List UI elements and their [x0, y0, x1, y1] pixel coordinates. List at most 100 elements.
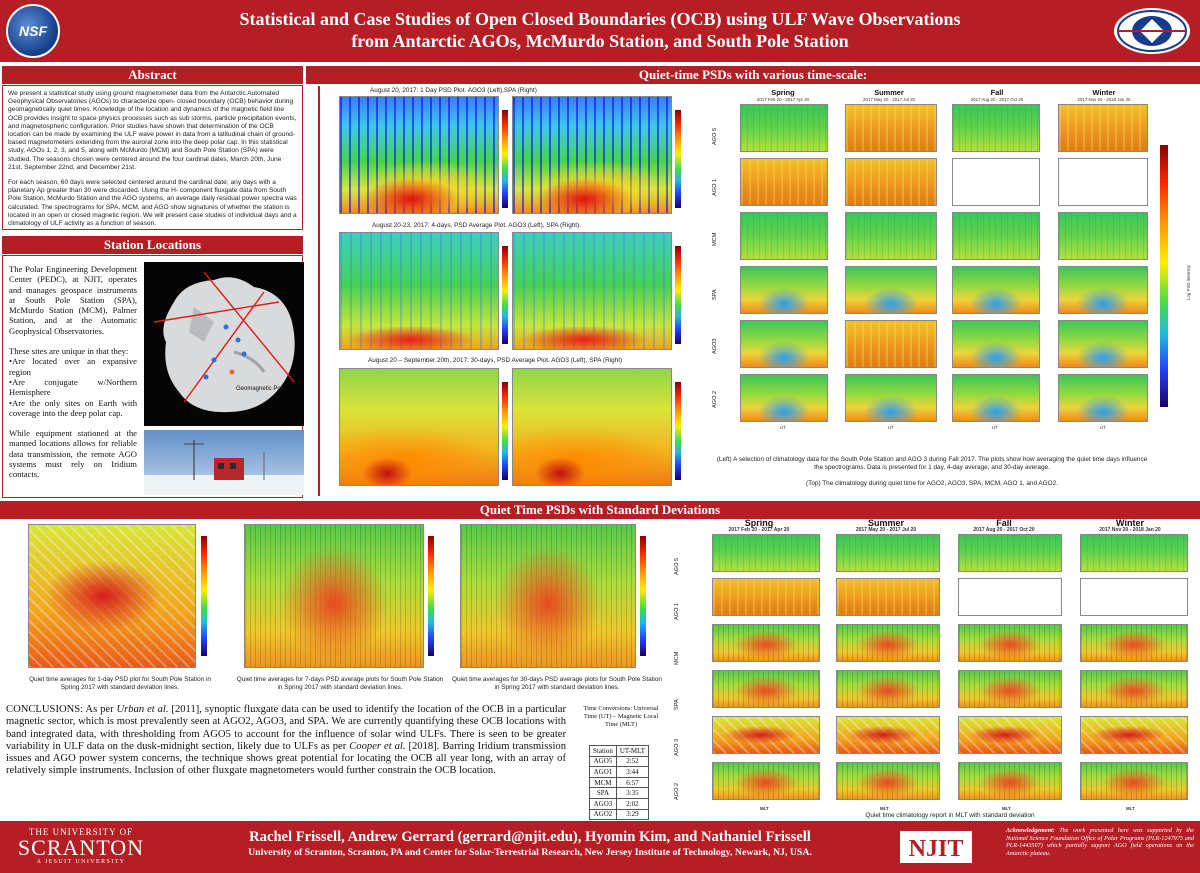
colorbar: [675, 110, 681, 208]
table-header-row: Station UT-MLT: [589, 745, 650, 757]
time-conversions-title: Time Conversions: Universal Time (UT) – …: [583, 705, 659, 728]
std-caption-2: Quiet time averages for 7-days PSD avera…: [236, 676, 444, 691]
clim-cell-spring-mcm: [740, 212, 828, 260]
mlt-cell-summer-ago1: [836, 578, 940, 616]
row-label: SPA: [712, 289, 718, 300]
season-range: 2017 Aug 20 - 2017 Oct 20: [970, 97, 1024, 102]
offset-cell: 3:44: [615, 766, 650, 778]
season-fall: Fall: [990, 88, 1004, 97]
mlt-cell-spring-ago1: [712, 578, 820, 616]
season-winter: Winter: [1116, 518, 1144, 528]
stations-bullet-2: •Are conjugate w/Northern Hemisphere: [9, 376, 137, 398]
clim-cell-summer-ago5: [845, 104, 937, 152]
abstract-text: We present a statistical study using gro…: [8, 90, 297, 228]
quiet-time-heading: Quiet-time PSDs with various time-scale:: [306, 66, 1200, 84]
std-dev-heading: Quiet Time PSDs with Standard Deviations: [0, 501, 1200, 519]
colorbar: [502, 246, 508, 344]
mlt-cell-spring-mcm: [712, 624, 820, 662]
uni-line-2: SCRANTON: [17, 835, 145, 860]
season-spring: Spring: [744, 518, 774, 528]
mlt-cell-summer-ago3: [836, 716, 940, 754]
x-axis-label: UT: [780, 425, 786, 430]
conclusions-text: CONCLUSIONS: As per Urban et al. [2011],…: [6, 704, 566, 778]
stations-paragraph-3: While equipment stationed at the manned …: [9, 428, 137, 480]
plot1-title: August 20, 2017: 1 Day PSD Plot. AGO3 (L…: [370, 87, 537, 94]
nsf-logo: NSF: [6, 4, 60, 58]
x-axis-label: MLT: [880, 806, 889, 811]
abstract-heading: Abstract: [2, 66, 303, 84]
clim-cell-spring-ago5: [740, 104, 828, 152]
title-line-2: from Antarctic AGOs, McMurdo Station, an…: [351, 31, 849, 51]
clim-cell-summer-ago1: [845, 158, 937, 206]
mlt-cell-winter-mcm: [1080, 624, 1188, 662]
season-range: 2017 Nov 20 - 2018 Jan 20: [1077, 97, 1131, 102]
clim-cell-winter-ago5: [1058, 104, 1148, 152]
caption-top: (Top) The climatology during quiet time …: [806, 480, 1058, 487]
abstract-box: We present a statistical study using gro…: [2, 85, 303, 230]
colorbar: [640, 536, 646, 656]
clim-cell-fall-ago2: [952, 374, 1040, 422]
poster-footer: THE UNIVERSITY OF SCRANTON A JESUIT UNIV…: [0, 821, 1200, 873]
mlt-cell-fall-ago5: [958, 534, 1062, 572]
mlt-cell-winter-ago1: [1080, 578, 1188, 616]
caption-left: (Left) A selection of climatology data f…: [716, 456, 1148, 471]
conclusions-part: [2018]. Barring Iridium transmission iss…: [6, 740, 566, 777]
station-cell: AGO2: [589, 808, 617, 821]
spa-1day-spectrogram: [512, 96, 672, 214]
clim-cell-winter-ago3: [1058, 320, 1148, 368]
university-of-scranton-logo: THE UNIVERSITY OF SCRANTON A JESUIT UNIV…: [6, 827, 156, 865]
row-label: AGO 1: [712, 178, 718, 196]
acknowledgement: Acknowledgement: The work presented here…: [1006, 827, 1194, 857]
mlt-cell-spring-ago5: [712, 534, 820, 572]
authors: Rachel Frissell, Andrew Gerrard (gerrard…: [249, 829, 811, 845]
std-caption-3: Quiet time averages for 30-days PSD aver…: [452, 676, 662, 691]
offset-cell: 3:29: [615, 808, 650, 821]
season-range: 2017 Feb 20 - 2017 Apr 20: [728, 527, 790, 533]
plot2-title: August 20-23, 2017: 4-days, PSD Average …: [372, 222, 581, 229]
conclusions-label: CONCLUSIONS:: [6, 704, 84, 715]
stations-intro: These sites are unique in that they:: [9, 346, 129, 357]
mlt-cell-fall-ago1: [958, 578, 1062, 616]
climatology-colorbar: [1160, 145, 1168, 407]
x-axis-label: UT: [1100, 425, 1106, 430]
offset-cell: 2:52: [615, 755, 650, 768]
stations-paragraph-1: The Polar Engineering Development Center…: [9, 264, 137, 336]
time-conversions-table: Station UT-MLT AGO5 2:52 AGO1 3:44 MCM 6:57…: [589, 745, 650, 821]
njit-logo: NJIT: [900, 831, 972, 863]
season-range: 2017 Aug 20 - 2017 Oct 20: [973, 527, 1035, 533]
title-line-1: Statistical and Case Studies of Open Clo…: [239, 9, 961, 29]
table-header: UT-MLT: [615, 745, 650, 757]
clim-cell-summer-ago3: [845, 320, 937, 368]
mlt-cell-summer-ago5: [836, 534, 940, 572]
ago3-30day-spectrogram: [339, 368, 499, 486]
season-range: 2017 Feb 20 - 2017 Apr 20: [756, 97, 810, 102]
colorbar: [502, 110, 508, 208]
x-axis-label: UT: [888, 425, 894, 430]
season-fall: Fall: [996, 518, 1012, 528]
clim-cell-spring-ago2: [740, 374, 828, 422]
clim-cell-winter-spa: [1058, 266, 1148, 314]
clim-cell-winter-ago1: [1058, 158, 1148, 206]
offset-cell: 3:35: [615, 787, 650, 799]
std-30day-plot: [460, 524, 636, 668]
ago3-1day-spectrogram: [339, 96, 499, 214]
clim-cell-winter-ago2: [1058, 374, 1148, 422]
mlt-cell-spring-ago3: [712, 716, 820, 754]
x-axis-label: UT: [992, 425, 998, 430]
section-divider: [318, 86, 320, 496]
season-summer: Summer: [874, 88, 904, 97]
season-spring: Spring: [771, 88, 795, 97]
ack-text: The work presented here was supported by…: [1006, 827, 1194, 857]
colorbar: [428, 536, 434, 656]
offset-cell: 6:57: [615, 776, 650, 789]
x-axis-label: MLT: [1126, 806, 1135, 811]
row-label: AGO 5: [712, 127, 718, 145]
stations-bullet-1: •Are located over an expansive region: [9, 356, 137, 377]
clim-cell-fall-ago3: [952, 320, 1040, 368]
mlt-cell-fall-mcm: [958, 624, 1062, 662]
mlt-cell-summer-ago2: [836, 762, 940, 800]
station-cell: AGO5: [589, 755, 617, 768]
stations-bullet-3: •Are the only sites on Earth with covera…: [9, 397, 137, 418]
poster-header: NSF Statistical and Case Studies of Open…: [0, 0, 1200, 62]
season-range: 2017 May 20 - 2017 Jul 20: [855, 527, 917, 533]
